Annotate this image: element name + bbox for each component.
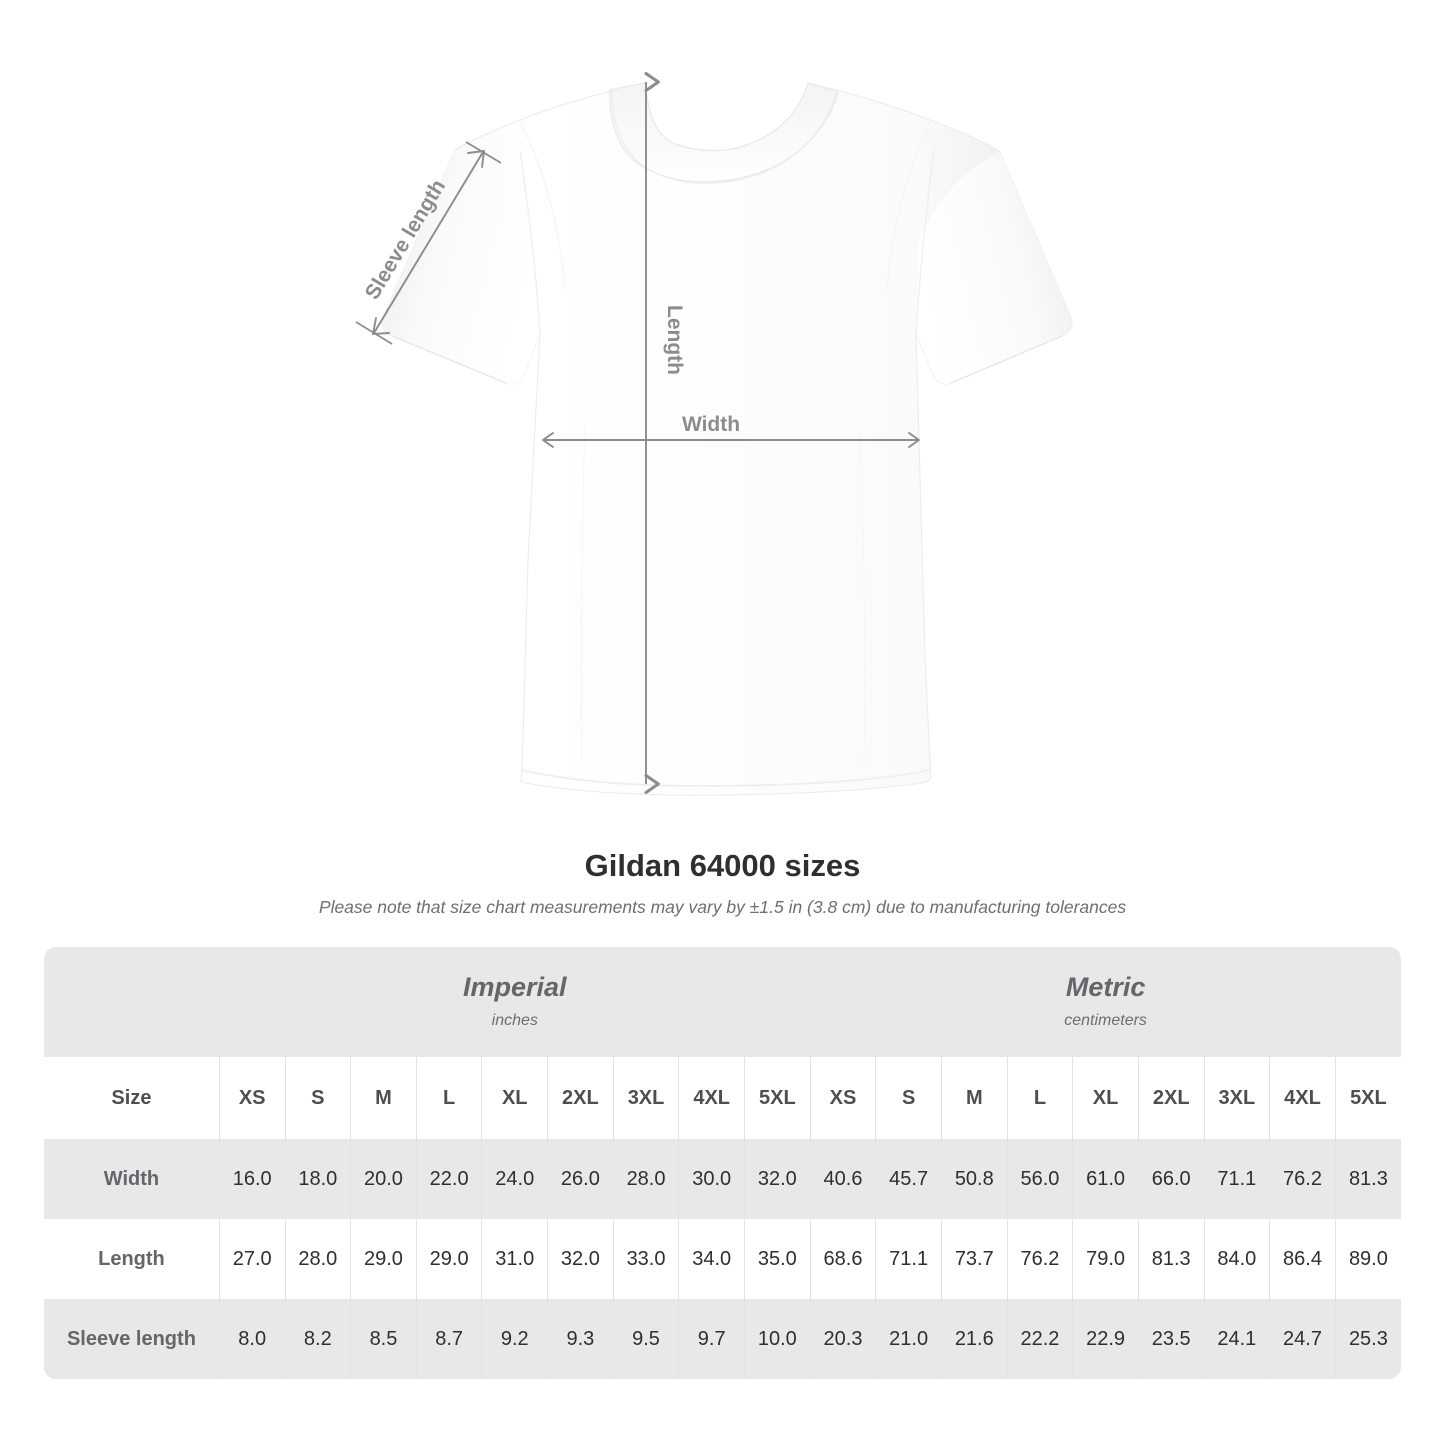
size-header-imperial-5xl: 5XL [744, 1057, 811, 1139]
size-header-row: Size XS S M L XL 2XL 3XL 4XL 5XL XS S M … [44, 1057, 1401, 1139]
cell-width-metric-2xl: 66.0 [1138, 1139, 1205, 1219]
cell-sleeve-metric-l: 22.2 [1007, 1299, 1074, 1379]
length-label: Length [663, 305, 686, 375]
cell-length-metric-3xl: 84.0 [1204, 1219, 1271, 1299]
unit-spacer-cell [44, 947, 220, 1057]
size-header-imperial-2xl: 2XL [547, 1057, 614, 1139]
cell-sleeve-imperial-xs: 8.0 [219, 1299, 286, 1379]
cell-sleeve-imperial-5xl: 10.0 [744, 1299, 811, 1379]
cell-sleeve-imperial-xl: 9.2 [481, 1299, 549, 1379]
sleeve-length-arrow [355, 141, 502, 345]
cell-sleeve-metric-2xl: 23.5 [1138, 1299, 1205, 1379]
cell-width-metric-l: 56.0 [1007, 1139, 1074, 1219]
size-header-imperial-4xl: 4XL [678, 1057, 745, 1139]
cell-width-metric-5xl: 81.3 [1335, 1139, 1401, 1219]
cell-width-metric-xl: 61.0 [1072, 1139, 1139, 1219]
page-title: Gildan 64000 sizes [584, 848, 861, 883]
cell-width-imperial-2xl: 26.0 [547, 1139, 614, 1219]
cell-width-imperial-s: 18.0 [285, 1139, 352, 1219]
cell-length-metric-4xl: 86.4 [1269, 1219, 1336, 1299]
size-header-metric-m: M [941, 1057, 1008, 1139]
unit-header-row: Imperial inches Metric centimeters [44, 947, 1401, 1057]
row-label-sleeve-length: Sleeve length [44, 1299, 220, 1379]
cell-sleeve-imperial-s: 8.2 [285, 1299, 352, 1379]
size-header-imperial-s: S [285, 1057, 352, 1139]
table-row-length: Length 27.0 28.0 29.0 29.0 31.0 32.0 33.… [44, 1219, 1401, 1299]
unit-cell-metric: Metric centimeters [810, 947, 1401, 1057]
unit-sub-metric: centimeters [1064, 1012, 1147, 1029]
cell-length-metric-m: 73.7 [941, 1219, 1008, 1299]
cell-sleeve-metric-xs: 20.3 [810, 1299, 877, 1379]
cell-sleeve-imperial-l: 8.7 [416, 1299, 483, 1379]
cell-length-imperial-3xl: 33.0 [613, 1219, 680, 1299]
cell-width-metric-4xl: 76.2 [1269, 1139, 1336, 1219]
cell-length-imperial-xl: 31.0 [481, 1219, 549, 1299]
cell-sleeve-metric-m: 21.6 [941, 1299, 1008, 1379]
cell-length-imperial-4xl: 34.0 [678, 1219, 745, 1299]
cell-width-imperial-4xl: 30.0 [678, 1139, 745, 1219]
cell-length-metric-5xl: 89.0 [1335, 1219, 1401, 1299]
size-header-metric-4xl: 4XL [1269, 1057, 1336, 1139]
cell-length-metric-xs: 68.6 [810, 1219, 877, 1299]
cell-width-metric-m: 50.8 [941, 1139, 1008, 1219]
size-table: Imperial inches Metric centimeters Size … [44, 947, 1401, 1379]
cell-width-metric-3xl: 71.1 [1204, 1139, 1271, 1219]
unit-sub-imperial: inches [491, 1012, 538, 1029]
cell-length-imperial-m: 29.0 [350, 1219, 417, 1299]
cell-length-metric-xl: 79.0 [1072, 1219, 1139, 1299]
cell-length-imperial-xs: 27.0 [219, 1219, 286, 1299]
cell-length-metric-2xl: 81.3 [1138, 1219, 1205, 1299]
cell-length-metric-l: 76.2 [1007, 1219, 1074, 1299]
size-header-metric-5xl: 5XL [1335, 1057, 1401, 1139]
size-header-metric-s: S [875, 1057, 942, 1139]
cell-sleeve-metric-4xl: 24.7 [1269, 1299, 1336, 1379]
cell-length-imperial-5xl: 35.0 [744, 1219, 811, 1299]
size-header-imperial-xl: XL [481, 1057, 549, 1139]
cell-length-imperial-2xl: 32.0 [547, 1219, 614, 1299]
unit-cell-imperial: Imperial inches [219, 947, 811, 1057]
cell-length-metric-s: 71.1 [875, 1219, 942, 1299]
width-arrow [542, 432, 920, 448]
size-header-metric-xl: XL [1072, 1057, 1139, 1139]
unit-name-imperial: Imperial [463, 972, 567, 1002]
row-label-width: Width [44, 1139, 220, 1219]
width-label: Width [682, 413, 740, 436]
cell-width-imperial-5xl: 32.0 [744, 1139, 811, 1219]
cell-width-imperial-xs: 16.0 [219, 1139, 286, 1219]
size-header-imperial-m: M [350, 1057, 417, 1139]
size-header-imperial-l: L [416, 1057, 483, 1139]
cell-sleeve-imperial-m: 8.5 [350, 1299, 417, 1379]
cell-sleeve-imperial-2xl: 9.3 [547, 1299, 614, 1379]
cell-width-imperial-m: 20.0 [350, 1139, 417, 1219]
tshirt-illustration-svg: Sleeve length Length Width [355, 71, 1073, 796]
cell-sleeve-imperial-3xl: 9.5 [613, 1299, 680, 1379]
cell-width-imperial-xl: 24.0 [481, 1139, 549, 1219]
cell-sleeve-metric-5xl: 25.3 [1335, 1299, 1401, 1379]
tshirt-diagram: Sleeve length Length Width [355, 71, 1073, 796]
cell-length-imperial-l: 29.0 [416, 1219, 483, 1299]
row-label-length: Length [44, 1219, 220, 1299]
cell-width-metric-s: 45.7 [875, 1139, 942, 1219]
cell-sleeve-imperial-4xl: 9.7 [678, 1299, 745, 1379]
size-corner-label: Size [44, 1057, 220, 1139]
size-header-imperial-xs: XS [219, 1057, 286, 1139]
cell-length-imperial-s: 28.0 [285, 1219, 352, 1299]
unit-name-metric: Metric [1065, 972, 1146, 1002]
cell-sleeve-metric-3xl: 24.1 [1204, 1299, 1271, 1379]
tolerance-note: Please note that size chart measurements… [318, 897, 1127, 917]
size-header-metric-2xl: 2XL [1138, 1057, 1205, 1139]
size-table-container: Imperial inches Metric centimeters Size … [44, 947, 1401, 1379]
size-header-imperial-3xl: 3XL [613, 1057, 680, 1139]
size-header-metric-l: L [1007, 1057, 1074, 1139]
cell-width-imperial-3xl: 28.0 [613, 1139, 680, 1219]
size-header-metric-xs: XS [810, 1057, 877, 1139]
cell-width-metric-xs: 40.6 [810, 1139, 877, 1219]
cell-width-imperial-l: 22.0 [416, 1139, 483, 1219]
table-row-sleeve-length: Sleeve length 8.0 8.2 8.5 8.7 9.2 9.3 9.… [44, 1299, 1401, 1379]
cell-sleeve-metric-xl: 22.9 [1072, 1299, 1139, 1379]
size-header-metric-3xl: 3XL [1204, 1057, 1271, 1139]
cell-sleeve-metric-s: 21.0 [875, 1299, 942, 1379]
table-row-width: Width 16.0 18.0 20.0 22.0 24.0 26.0 28.0… [44, 1139, 1401, 1219]
